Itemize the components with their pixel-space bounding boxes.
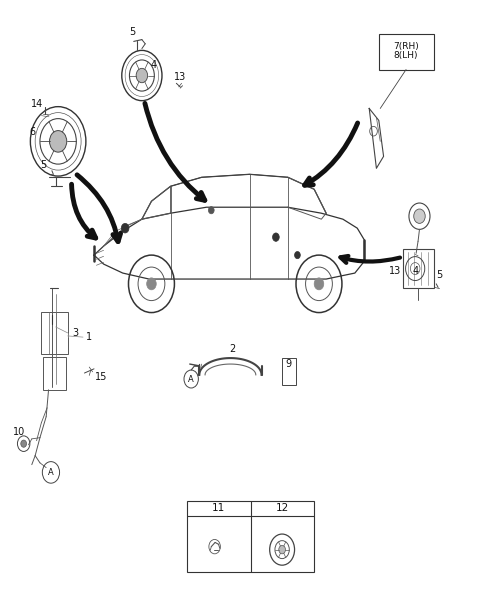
Circle shape (121, 223, 129, 233)
Bar (187, 500, 314, 572)
Text: 5: 5 (41, 160, 47, 170)
Circle shape (21, 440, 26, 447)
Circle shape (314, 278, 324, 290)
Text: A: A (188, 374, 194, 383)
Circle shape (208, 206, 214, 214)
Circle shape (273, 233, 279, 241)
Text: 13: 13 (389, 266, 402, 276)
Text: 3: 3 (72, 328, 78, 338)
Text: 12: 12 (276, 503, 289, 514)
Text: 1: 1 (86, 332, 92, 342)
Text: 14: 14 (30, 98, 43, 109)
Circle shape (49, 131, 67, 152)
Bar (43, 357, 66, 390)
Text: 6: 6 (30, 127, 36, 137)
Circle shape (147, 278, 156, 290)
Bar (379, 34, 434, 70)
Bar (41, 312, 68, 354)
Text: 9: 9 (286, 359, 292, 369)
Text: 5: 5 (129, 27, 135, 37)
Text: 11: 11 (211, 503, 225, 514)
Text: 5: 5 (436, 270, 442, 280)
Text: 2: 2 (230, 344, 236, 354)
Text: 8(LH): 8(LH) (394, 51, 419, 60)
Text: 15: 15 (95, 371, 108, 382)
Text: A: A (48, 468, 54, 477)
Text: 4: 4 (151, 60, 157, 70)
Text: 4: 4 (412, 266, 418, 276)
Circle shape (136, 68, 148, 83)
Text: 13: 13 (174, 73, 186, 82)
Text: 7(RH): 7(RH) (393, 42, 419, 51)
Circle shape (295, 251, 300, 259)
Circle shape (279, 545, 286, 554)
Circle shape (414, 209, 425, 223)
Text: 10: 10 (13, 427, 25, 437)
Bar (403, 249, 434, 288)
Bar (282, 358, 296, 385)
